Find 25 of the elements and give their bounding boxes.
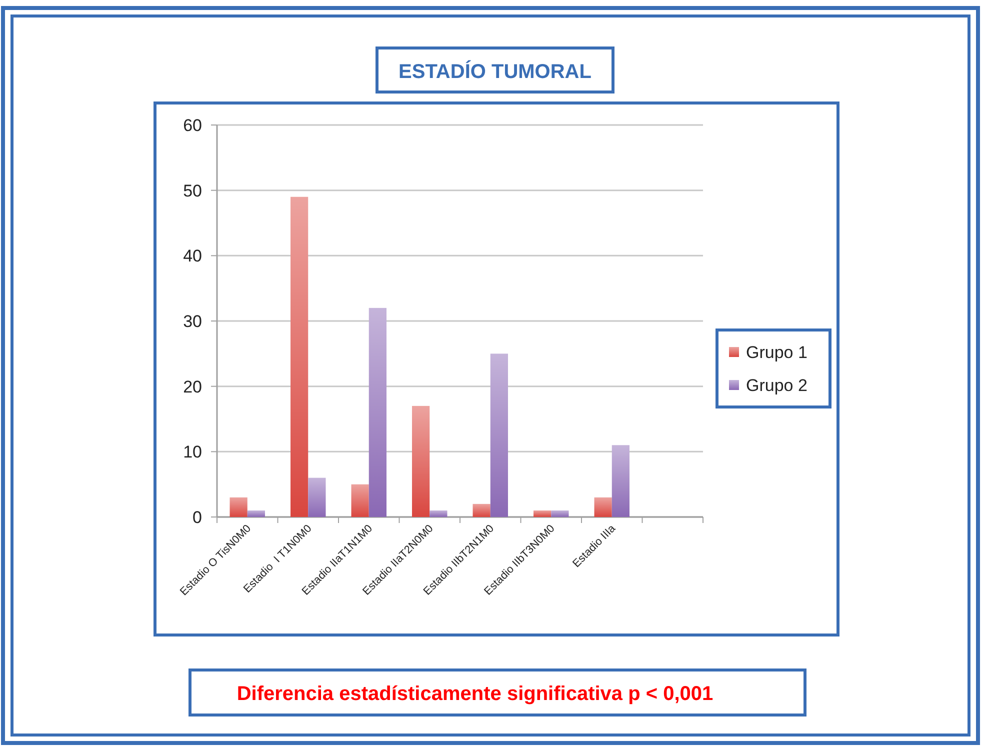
bar xyxy=(594,497,612,517)
bar xyxy=(230,497,248,517)
bar xyxy=(551,510,569,517)
y-tick-label: 20 xyxy=(183,377,202,396)
y-tick-label: 40 xyxy=(183,246,202,266)
text: Diferencia estadísticamente significativa p < 0,001 xyxy=(236,683,714,705)
bar xyxy=(612,445,630,517)
y-tick-label: 60 xyxy=(183,116,202,135)
legend-label: Grupo 1 xyxy=(746,342,808,362)
chart-title: ESTADÍO TUMORAL xyxy=(398,60,592,83)
bar xyxy=(368,308,386,517)
legend-label: Grupo 2 xyxy=(746,376,808,395)
bar xyxy=(308,478,326,517)
bar xyxy=(534,510,552,517)
y-tick-label: 50 xyxy=(183,181,202,200)
bar xyxy=(472,504,490,517)
bar xyxy=(412,406,430,517)
bar xyxy=(351,484,369,517)
y-tick-label: 0 xyxy=(192,508,202,527)
y-tick-label: 10 xyxy=(183,442,202,462)
bar xyxy=(290,196,308,517)
y-tick-label: 30 xyxy=(183,312,202,331)
bar xyxy=(490,354,508,517)
bar xyxy=(247,510,265,517)
bar xyxy=(430,510,448,517)
